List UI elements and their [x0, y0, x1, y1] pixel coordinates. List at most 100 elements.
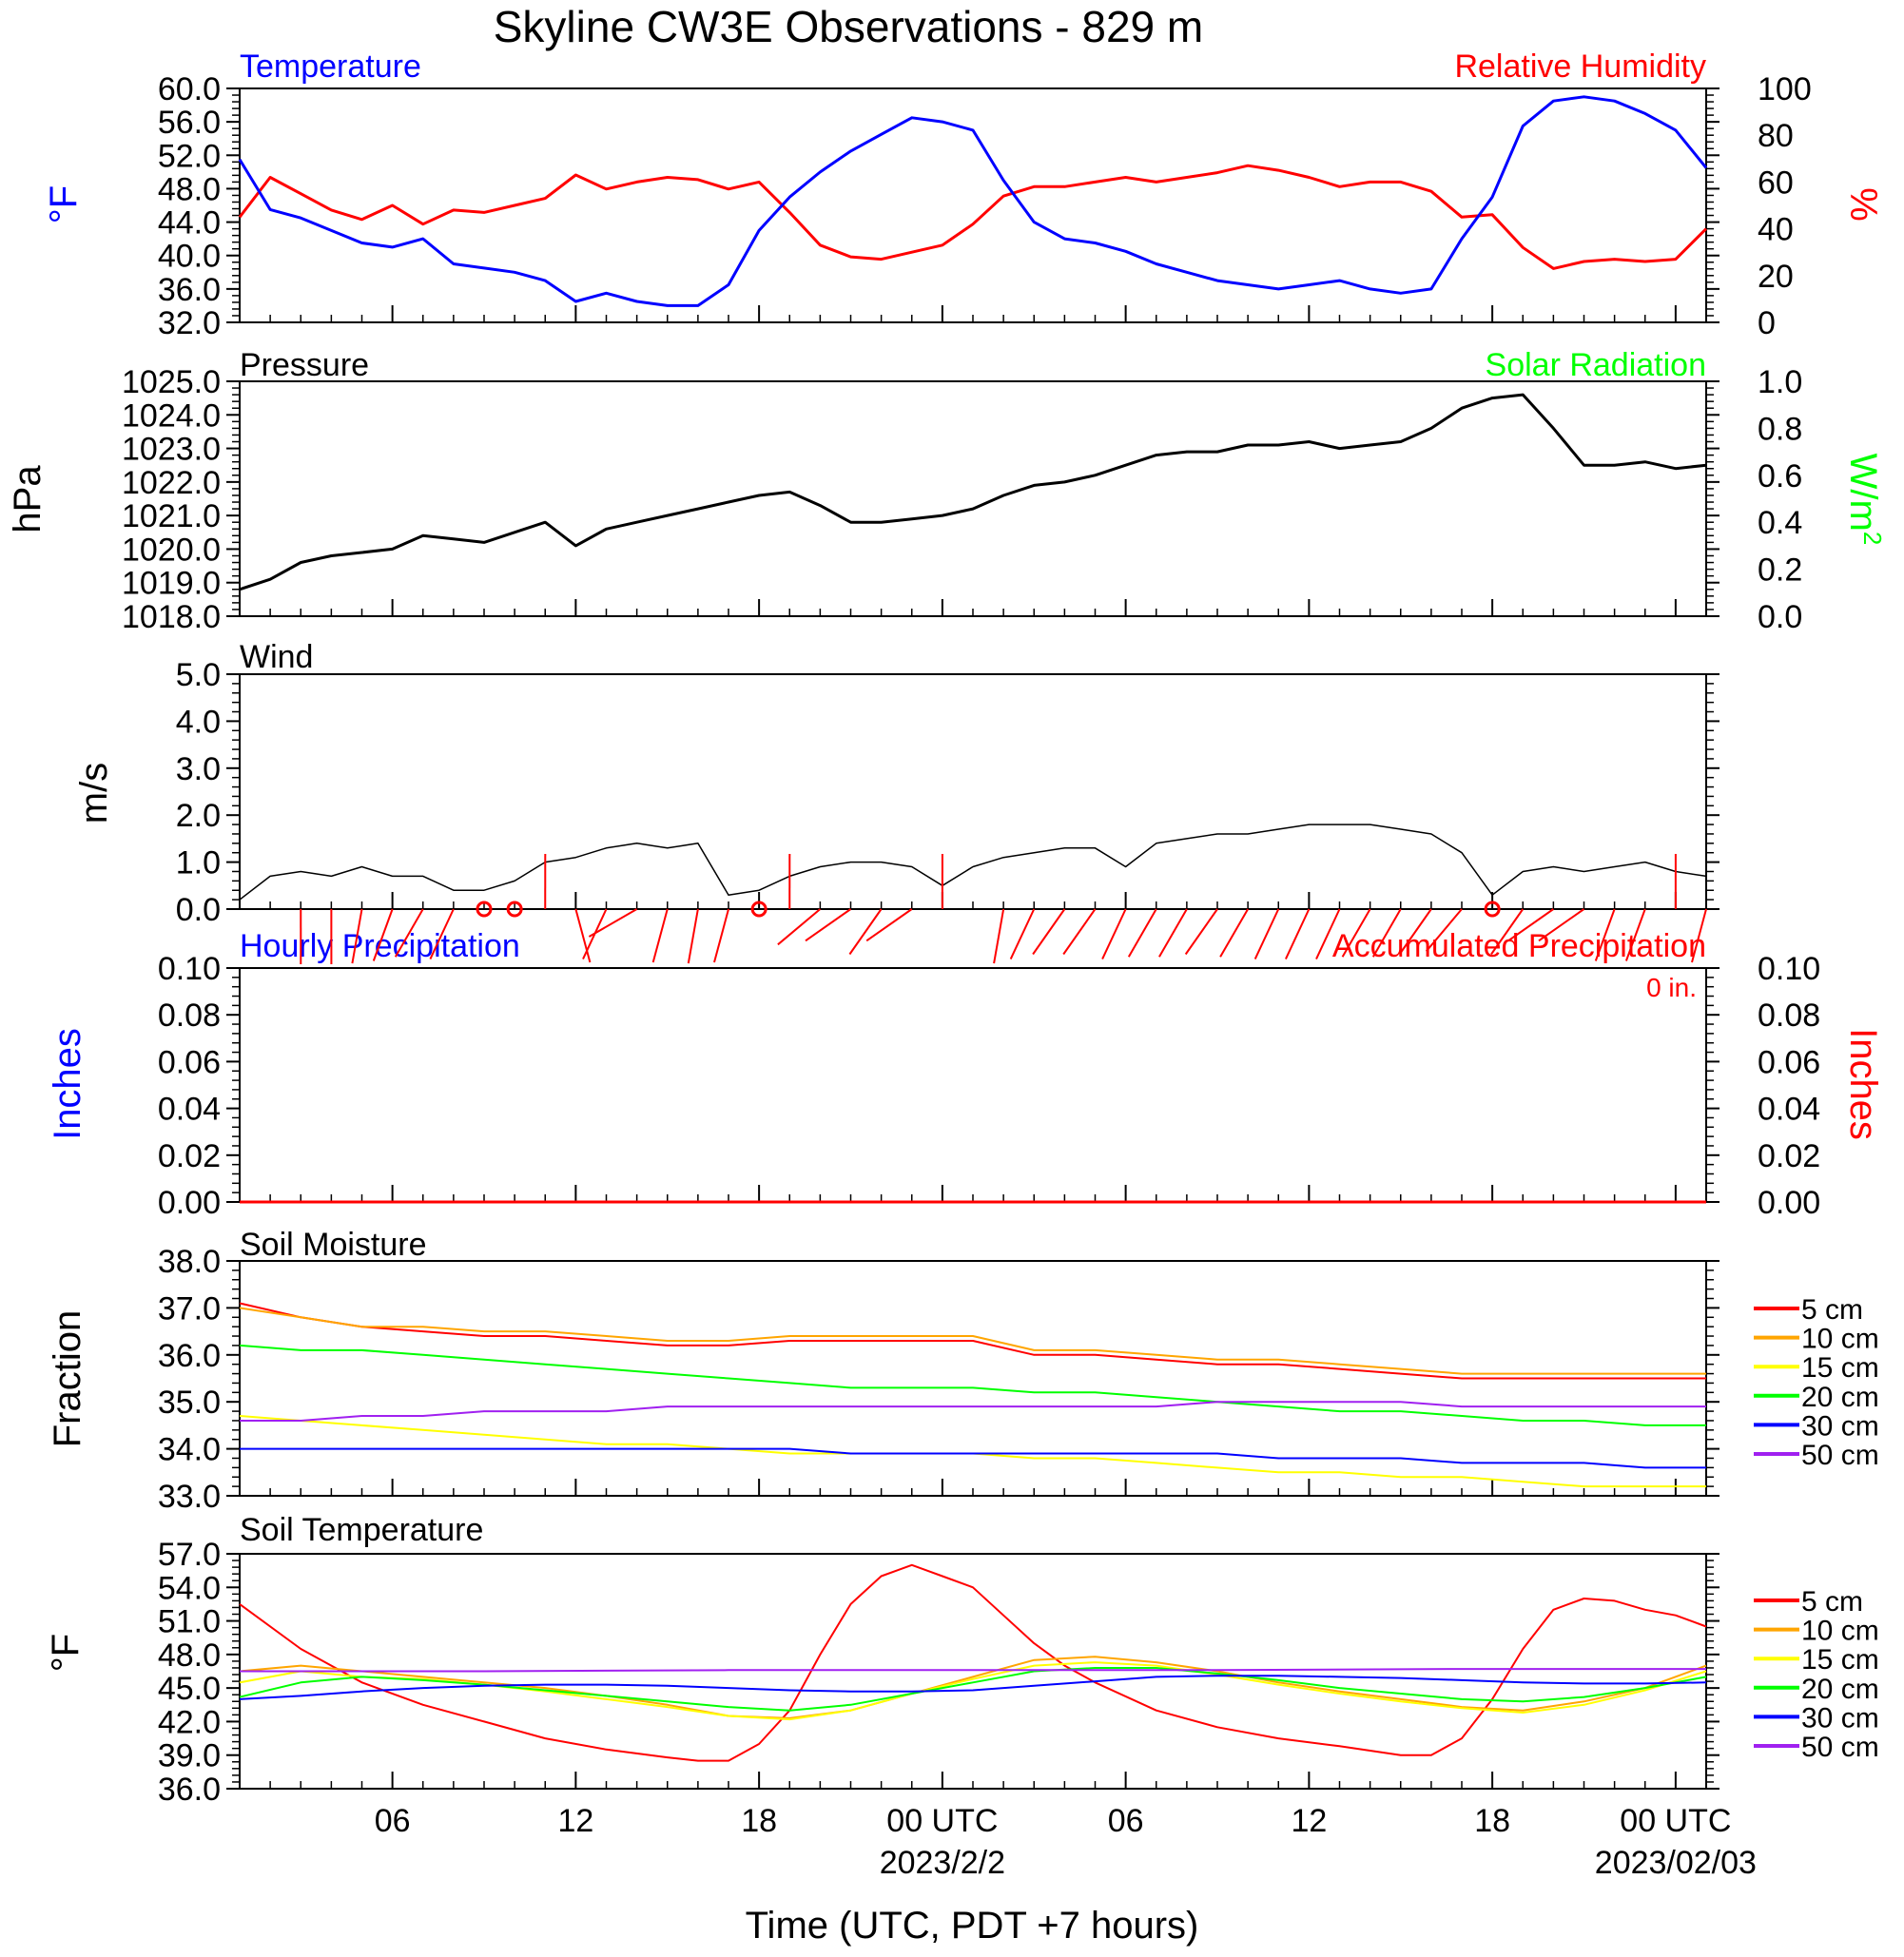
- pressure-y-tick-label: 1021.0: [122, 498, 221, 534]
- wind-speed-line: [239, 823, 1707, 901]
- wind-barb: [429, 908, 455, 960]
- wind-barb: [1691, 908, 1707, 963]
- soil_temp-legend-label: 15 cm: [1801, 1644, 1879, 1676]
- soil-moisture-line: [239, 1302, 1706, 1380]
- x-axis-label: Time (UTC, PDT +7 hours): [746, 1905, 1199, 1947]
- wind-barb: [372, 908, 394, 961]
- soil_moisture-y-tick-label: 37.0: [158, 1290, 221, 1327]
- soil_moisture-y-tick-label: 35.0: [158, 1385, 221, 1421]
- soil_moisture-legend-label: 50 cm: [1801, 1440, 1879, 1471]
- wind-barb: [713, 908, 729, 963]
- wind-barb: [777, 908, 822, 946]
- soil_moisture-legend-label: 20 cm: [1801, 1382, 1879, 1413]
- temp_rh-y-tick-label: 32.0: [158, 305, 221, 341]
- accum-precip-value: 0 in.: [1646, 973, 1697, 1002]
- wind-barb: [993, 908, 1005, 964]
- precip-y-tick-label: 0.06: [158, 1044, 221, 1080]
- solar-radiation-title: Solar Radiation: [1486, 347, 1706, 383]
- precip-frame: [239, 967, 1707, 1203]
- wind-barb: [1127, 908, 1157, 958]
- pressure-y-tick-label: 1025.0: [122, 364, 221, 400]
- wind-barb: [1284, 908, 1311, 960]
- temperature-unit: °F: [43, 185, 85, 223]
- wind-panel: Wind m/s: [73, 639, 313, 823]
- precip-y2-tick-label: 0.06: [1758, 1044, 1820, 1080]
- x-tick-label: 12: [557, 1803, 593, 1839]
- wind-barb: [1594, 908, 1616, 961]
- temperature-humidity-panel: Temperature Relative Humidity °F %: [43, 48, 1884, 223]
- soil_temp-legend-label: 10 cm: [1801, 1616, 1879, 1647]
- x-tick-label: 00 UTC: [886, 1803, 998, 1839]
- soil-temperature-unit: °F: [45, 1634, 87, 1672]
- wind-barb: [1253, 908, 1280, 960]
- pressure-y2-tick-label: 1.0: [1758, 364, 1802, 400]
- wind-barb: [1538, 908, 1585, 942]
- pressure-left-axis: 1025.01024.01023.01022.01021.01020.01019…: [122, 364, 1719, 635]
- pressure-y-tick-label: 1019.0: [122, 566, 221, 602]
- accum-precip-unit: Inches: [1842, 1028, 1884, 1140]
- soil_temp-left-axis: 57.054.051.048.045.042.039.036.0: [158, 1537, 1719, 1808]
- pressure-y-tick-label: 1023.0: [122, 432, 221, 468]
- soil_temp-legend-label: 20 cm: [1801, 1674, 1879, 1705]
- soil-moisture-line: [239, 1344, 1706, 1426]
- soil-temperature-title: Soil Temperature: [240, 1512, 483, 1548]
- soil_temp-legend-label: 30 cm: [1801, 1702, 1879, 1734]
- hourly-precip-unit: Inches: [47, 1028, 88, 1140]
- wind-barb: [1101, 908, 1127, 960]
- humidity-series-line: [238, 164, 1708, 270]
- temp_rh-y-tick-label: 40.0: [158, 239, 221, 275]
- precip-y2-tick-label: 0.04: [1758, 1092, 1820, 1128]
- wind-barb: [1219, 908, 1249, 958]
- figure-title: Skyline CW3E Observations - 829 m: [494, 2, 1204, 51]
- pressure-right-axis: 1.0 0.8 0.6 0.4 0.2 0.0: [1758, 364, 1802, 635]
- x-tick-label: 00 UTC: [1620, 1803, 1731, 1839]
- wind-y-tick-label: 1.0: [176, 845, 221, 882]
- soil-temperature-line: [239, 1667, 1707, 1712]
- temp_rh-right-axis: 100 80 60 40 20 0: [1758, 71, 1812, 341]
- soil_moisture-legend-label: 15 cm: [1801, 1352, 1879, 1384]
- soil_temp-y-tick-label: 51.0: [158, 1604, 221, 1640]
- pressure-y-tick-label: 1022.0: [122, 465, 221, 501]
- soil_temp-y-tick-label: 54.0: [158, 1570, 221, 1606]
- wind-barb: [1398, 908, 1432, 956]
- pressure-y2-tick-label: 0.4: [1758, 505, 1802, 541]
- pressure-y-tick-label: 1020.0: [122, 532, 221, 568]
- temp_rh-left-axis: 60.056.052.048.044.040.036.032.0: [158, 71, 1719, 341]
- precip-y2-tick-label: 0.00: [1758, 1185, 1820, 1221]
- soil-moisture-title: Soil Moisture: [240, 1227, 427, 1263]
- pressure-solar-panel: Pressure Solar Radiation hPa W/m2: [7, 347, 1887, 545]
- wind-barb: [351, 908, 363, 964]
- x-tick-date-label: 2023/02/03: [1595, 1845, 1757, 1881]
- pressure-series-line: [239, 393, 1707, 591]
- humidity-title: Relative Humidity: [1454, 48, 1706, 85]
- soil-temperature-line: [239, 1563, 1707, 1762]
- x-tick-label: 18: [741, 1803, 777, 1839]
- wind-y-tick-label: 3.0: [176, 751, 221, 787]
- temp_rh-y-tick-label: 52.0: [158, 138, 221, 174]
- pressure-y2-tick-label: 0.6: [1758, 458, 1802, 494]
- soil-moisture-unit: Fraction: [47, 1310, 88, 1448]
- wind-barb: [574, 908, 592, 963]
- temperature-title: Temperature: [240, 48, 421, 85]
- precip-y-tick-label: 0.10: [158, 951, 221, 987]
- precip-y2-tick-label: 0.08: [1758, 998, 1820, 1034]
- pressure-unit: hPa: [7, 465, 49, 533]
- wind-barb: [1184, 908, 1218, 956]
- temp_rh-y-tick-label: 60.0: [158, 71, 221, 107]
- soil_temp-y-tick-label: 57.0: [158, 1537, 221, 1573]
- pressure-y2-tick-label: 0.0: [1758, 599, 1802, 635]
- temp_rh-y-tick-label: 56.0: [158, 105, 221, 141]
- soil_temp-y-tick-label: 48.0: [158, 1637, 221, 1674]
- soil_moisture-y-tick-label: 38.0: [158, 1244, 221, 1280]
- temp_rh-axes: [239, 87, 1707, 323]
- soil_temp-legend-label: 50 cm: [1801, 1732, 1879, 1763]
- precip-y-tick-label: 0.04: [158, 1092, 221, 1128]
- x-tick-label: 06: [375, 1803, 411, 1839]
- humidity-unit: %: [1842, 187, 1884, 222]
- wind-barb: [1315, 908, 1341, 960]
- precip-y-tick-label: 0.00: [158, 1185, 221, 1221]
- wind-y-tick-label: 0.0: [176, 892, 221, 928]
- precip-axes: [239, 967, 1707, 1203]
- temp_rh-y2-tick-label: 20: [1758, 259, 1794, 295]
